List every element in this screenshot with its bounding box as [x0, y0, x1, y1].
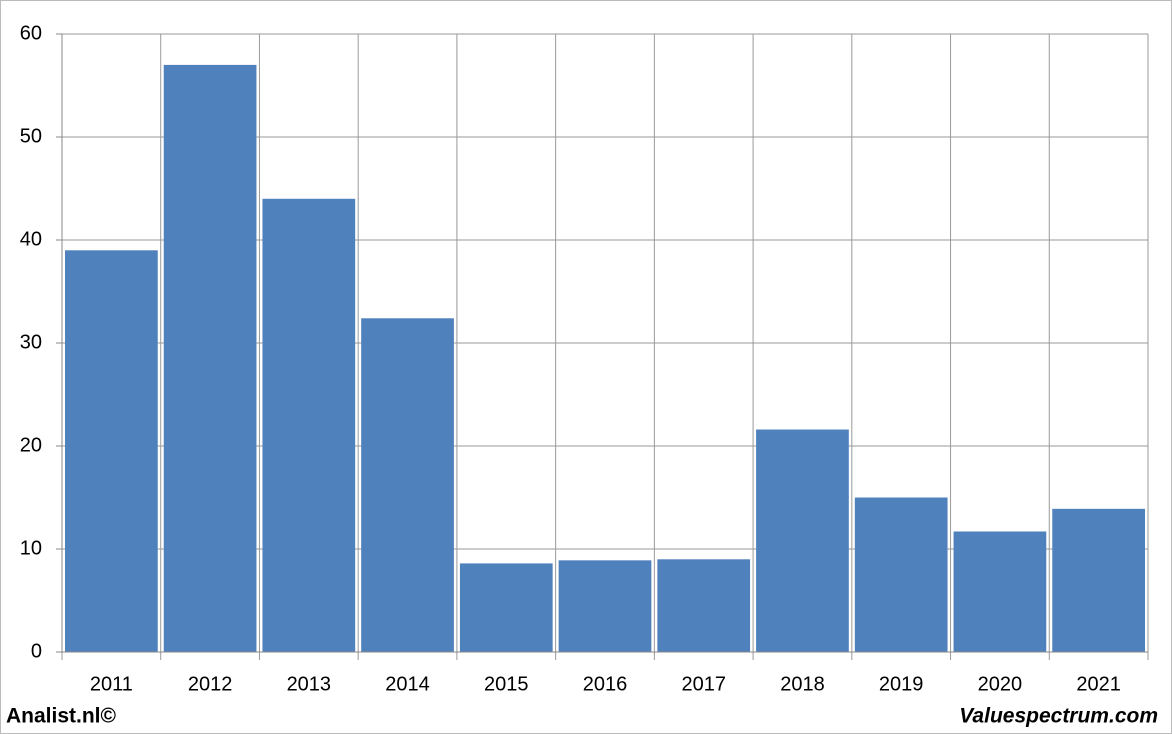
x-tick-label: 2016: [583, 673, 628, 695]
y-tick-label: 20: [20, 434, 42, 456]
bar: [1052, 508, 1145, 652]
bar: [953, 531, 1047, 652]
bar: [756, 429, 849, 652]
bar: [657, 559, 751, 652]
y-tick-label: 50: [20, 125, 42, 147]
bar: [459, 563, 553, 652]
bar: [163, 64, 257, 652]
y-tick-label: 30: [20, 331, 42, 353]
x-tick-label: 2011: [90, 673, 133, 695]
x-tick-label: 2013: [287, 673, 332, 695]
x-tick-label: 2021: [1076, 673, 1121, 695]
bar: [854, 497, 948, 652]
bar: [65, 250, 158, 653]
y-tick-label: 0: [31, 640, 42, 662]
y-tick-label: 40: [20, 228, 42, 250]
x-tick-label: 2014: [385, 673, 430, 695]
y-tick-label: 60: [20, 22, 42, 44]
y-tick-label: 10: [20, 537, 42, 559]
x-tick-label: 2020: [978, 673, 1023, 695]
x-tick-label: 2015: [484, 673, 529, 695]
x-tick-label: 2019: [879, 673, 924, 695]
watermark-right: Valuespectrum.com: [959, 705, 1158, 728]
bar: [558, 560, 652, 652]
bar: [262, 198, 356, 653]
bar: [361, 318, 454, 652]
x-tick-label: 2018: [780, 673, 825, 695]
watermark-left: Analist.nl©: [6, 705, 117, 728]
x-tick-label: 2017: [681, 673, 726, 695]
x-tick-label: 2012: [188, 673, 233, 695]
